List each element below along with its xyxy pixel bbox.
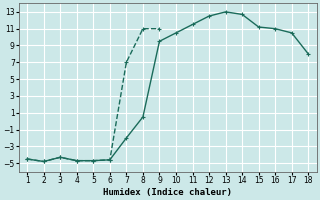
X-axis label: Humidex (Indice chaleur): Humidex (Indice chaleur) — [103, 188, 232, 197]
